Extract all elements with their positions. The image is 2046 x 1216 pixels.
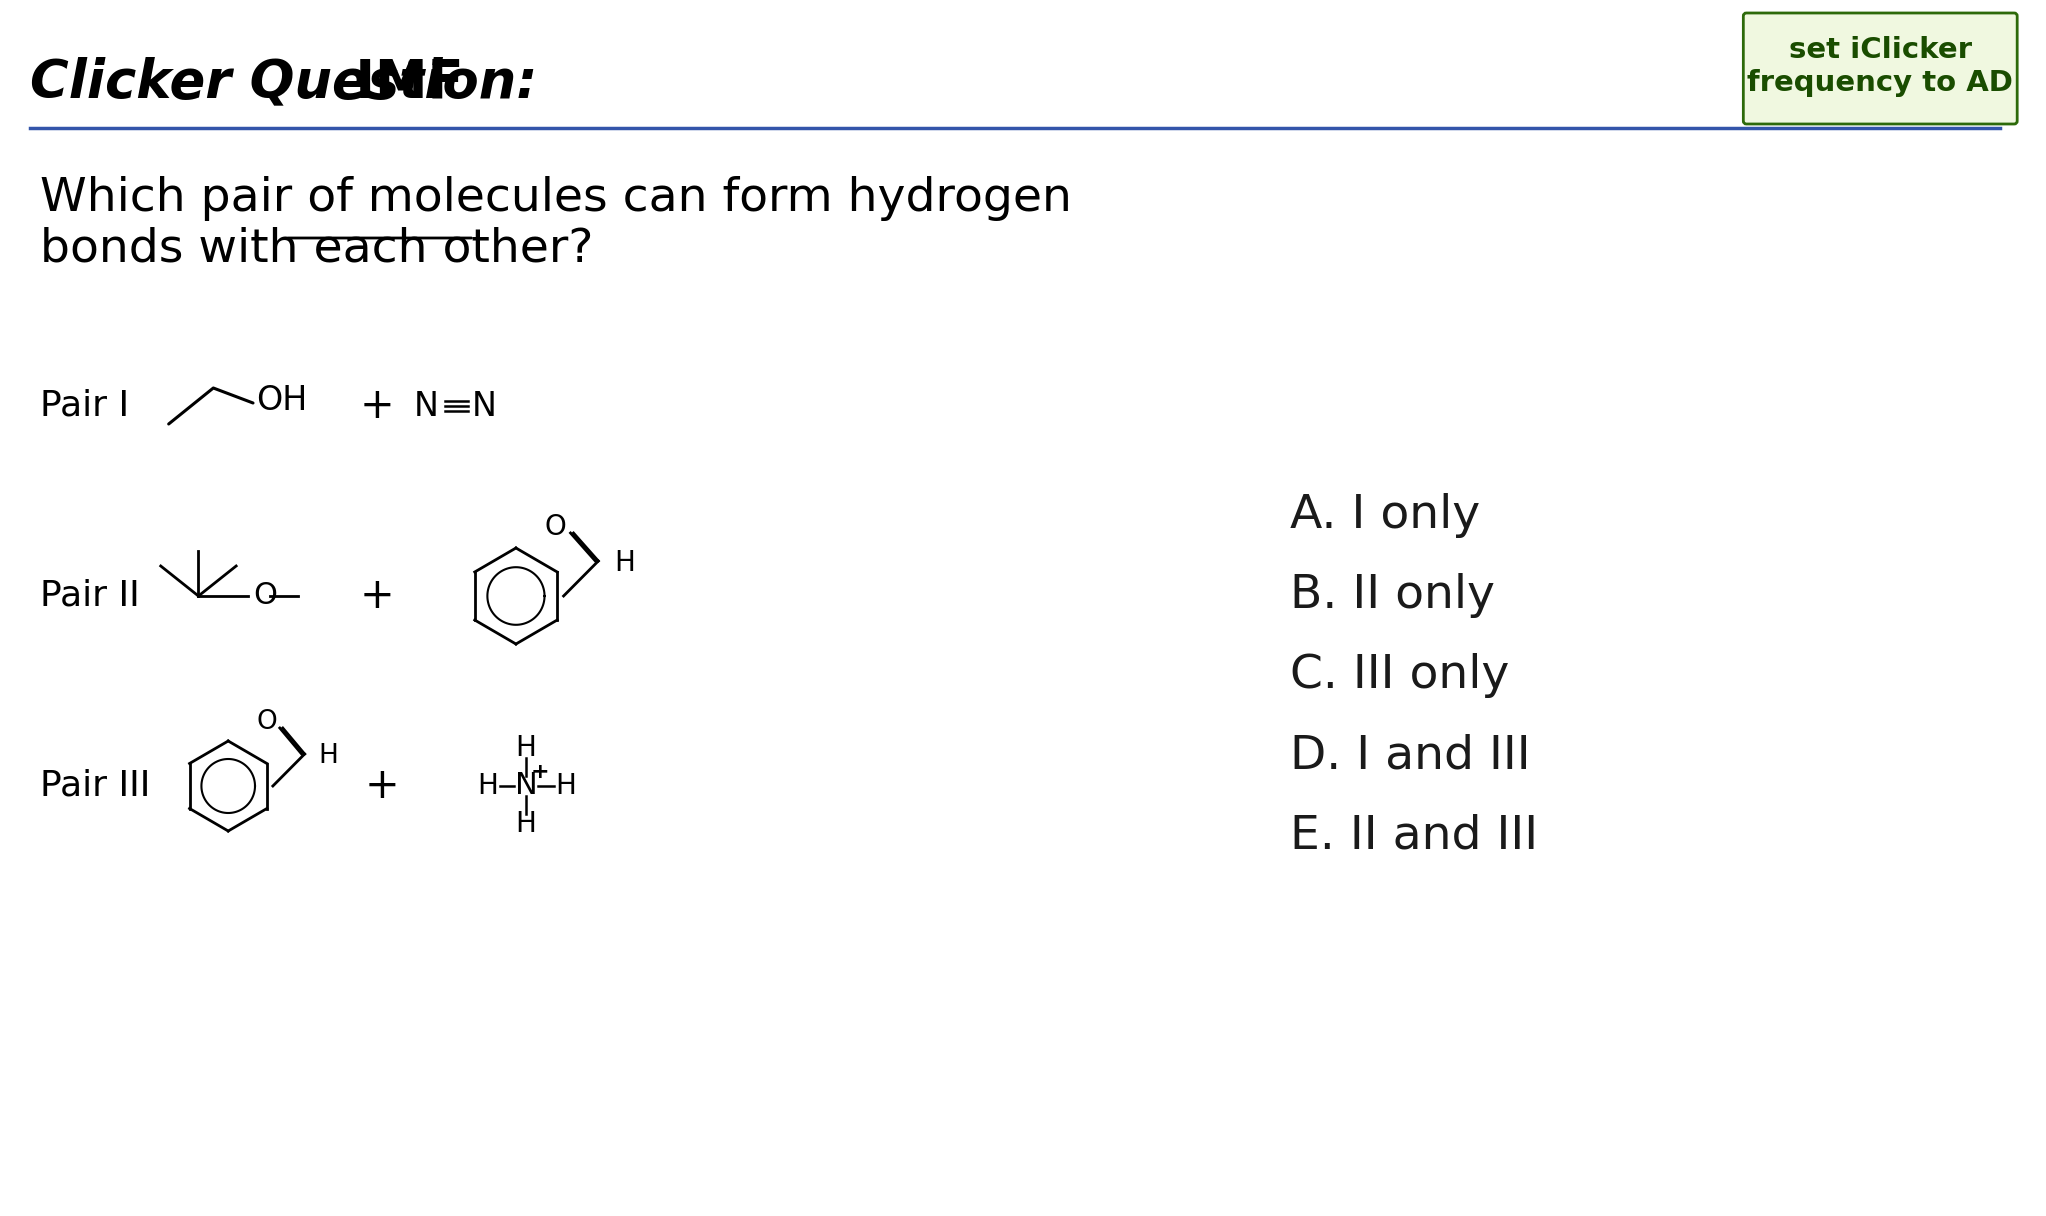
Text: Which pair of molecules can form hydrogen: Which pair of molecules can form hydroge…	[39, 176, 1072, 221]
Text: H: H	[477, 772, 499, 800]
Text: N: N	[473, 389, 497, 422]
Text: C. III only: C. III only	[1289, 653, 1510, 698]
Text: H: H	[319, 743, 338, 769]
Text: Clicker Question:: Clicker Question:	[31, 56, 538, 108]
Text: O: O	[544, 513, 567, 541]
Text: N: N	[514, 771, 538, 800]
Text: OH: OH	[256, 384, 307, 417]
Text: O: O	[256, 709, 278, 734]
Text: B. II only: B. II only	[1289, 574, 1496, 619]
Text: Pair I: Pair I	[39, 389, 129, 423]
Text: D. I and III: D. I and III	[1289, 733, 1530, 778]
Text: +: +	[364, 765, 399, 807]
Text: +: +	[530, 762, 548, 782]
Text: H: H	[516, 734, 536, 762]
Text: E. II and III: E. II and III	[1289, 814, 1539, 858]
Text: H: H	[516, 810, 536, 838]
Text: set iClicker
frequency to AD: set iClicker frequency to AD	[1747, 36, 2013, 97]
Text: bonds with each other?: bonds with each other?	[39, 226, 593, 271]
Text: Pair III: Pair III	[39, 769, 149, 803]
Text: O: O	[254, 581, 276, 610]
Text: H: H	[554, 772, 577, 800]
Text: H: H	[614, 548, 634, 578]
Text: +: +	[360, 385, 395, 427]
Text: N: N	[413, 389, 440, 422]
Text: +: +	[360, 575, 395, 617]
Text: IMF: IMF	[338, 56, 464, 108]
FancyBboxPatch shape	[1743, 13, 2017, 124]
Text: A. I only: A. I only	[1289, 494, 1479, 539]
Text: Pair II: Pair II	[39, 579, 139, 613]
